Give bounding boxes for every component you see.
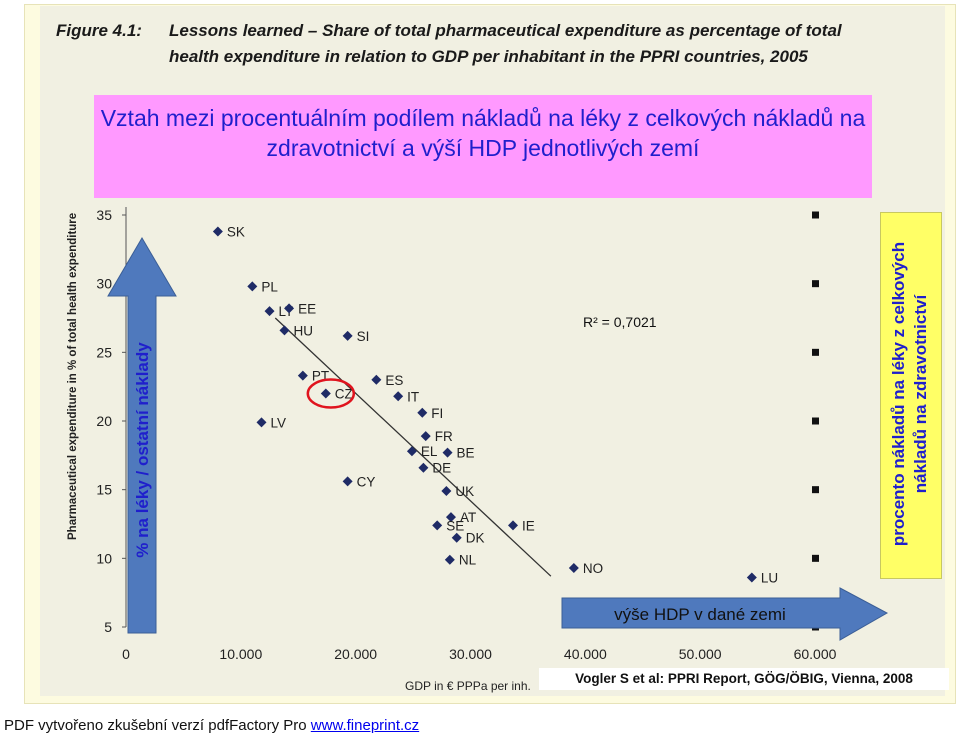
point-at [445, 512, 456, 523]
point-label: EL [421, 444, 438, 459]
y-tick-label: 5 [104, 619, 112, 635]
point-lt [264, 306, 275, 317]
point-lu [746, 572, 757, 583]
point-label: FI [431, 406, 443, 421]
y-tick-label: 20 [96, 413, 112, 429]
point-el [406, 446, 417, 457]
r-squared-annotation: R² = 0,7021 [583, 314, 657, 330]
x-arrow-label: výše HDP v dané zemi [614, 605, 786, 624]
point-it [393, 391, 404, 402]
point-pt [297, 370, 308, 381]
y-arrow [107, 237, 177, 634]
point-label: BE [457, 446, 475, 461]
x-arrow [561, 587, 889, 641]
point-es [371, 374, 382, 385]
point-label: FR [435, 429, 453, 444]
point-nl [444, 554, 455, 565]
point-pl [247, 281, 258, 292]
figure-caption-text: Lessons learned – Share of total pharmac… [169, 21, 842, 66]
point-cy [342, 476, 353, 487]
point-cz [320, 388, 331, 399]
point-label: DE [432, 461, 451, 476]
y-axis-title: Pharmaceutical expenditure in % of total… [67, 213, 79, 540]
x-tick-label: 20.000 [334, 646, 377, 662]
right-marker [812, 348, 819, 356]
x-axis-title: GDP in € PPPa per inh. [405, 679, 531, 693]
point-label: SK [227, 224, 245, 239]
right-marker [812, 486, 819, 494]
point-de [418, 462, 429, 473]
point-label: NL [459, 553, 477, 568]
right-edge-markers [812, 211, 819, 631]
figure-label: Figure 4.1: [56, 21, 142, 40]
point-label: LV [271, 415, 287, 430]
point-label: EE [298, 301, 316, 316]
point-ee [284, 303, 295, 314]
point-uk [441, 486, 452, 497]
point-no [568, 562, 579, 573]
y-tick-label: 30 [96, 276, 112, 292]
cz-highlight-circle [306, 378, 356, 409]
point-label: PL [261, 279, 278, 294]
point-label: NO [583, 561, 603, 576]
y-tick-label: 15 [96, 482, 112, 498]
point-label: IT [407, 389, 419, 404]
chart-axes: 5 10 15 20 25 30 35 0 10.000 20.000 30.000 40.000 50… [96, 207, 837, 662]
right-label: procento nákladů na léky z celkových nák… [889, 241, 930, 547]
point-label: HU [293, 323, 313, 338]
overlay-title: Vztah mezi procentuálním podílem nákladů… [94, 95, 872, 198]
right-marker [812, 280, 819, 288]
point-sk [212, 226, 223, 237]
point-label: UK [455, 484, 474, 499]
x-tick-label: 0 [122, 646, 130, 662]
right-marker [812, 211, 819, 219]
x-tick-label: 50.000 [679, 646, 722, 662]
point-fi [417, 407, 428, 418]
point-label: CZ [335, 387, 353, 402]
point-label: IE [522, 518, 535, 533]
y-tick-label: 10 [96, 550, 112, 566]
point-se [432, 520, 443, 531]
point-lv [256, 417, 267, 428]
point-label: SE [446, 518, 464, 533]
point-hu [279, 325, 290, 336]
point-ie [507, 520, 518, 531]
point-label: CY [357, 474, 376, 489]
point-fr [420, 431, 431, 442]
pdf-footer: PDF vytvořeno zkušební verzí pdfFactory … [4, 717, 419, 734]
point-be [442, 447, 453, 458]
footer-link[interactable]: www.fineprint.cz [310, 717, 420, 734]
right-marker [812, 417, 819, 425]
x-tick-label: 10.000 [219, 646, 262, 662]
y-tick-label: 35 [96, 207, 112, 223]
point-dk [451, 532, 462, 543]
point-label: LU [761, 571, 778, 586]
point-label: DK [466, 531, 485, 546]
right-marker [812, 554, 819, 562]
y-tick-label: 25 [96, 344, 112, 360]
y-arrow-label: % na léky / ostatní náklady [133, 342, 152, 558]
right-label-box [880, 212, 942, 579]
point-label: ES [385, 373, 403, 388]
point-si [342, 330, 353, 341]
point-label: AT [460, 510, 476, 525]
footer-text: PDF vytvořeno zkušební verzí pdfFactory … [4, 717, 307, 734]
point-label: SI [357, 329, 370, 344]
source-citation: Vogler S et al: PPRI Report, GÖG/ÖBIG, V… [539, 668, 949, 690]
x-tick-label: 30.000 [449, 646, 492, 662]
x-tick-label: 60.000 [794, 646, 837, 662]
trendline [274, 317, 552, 577]
x-tick-label: 40.000 [564, 646, 607, 662]
